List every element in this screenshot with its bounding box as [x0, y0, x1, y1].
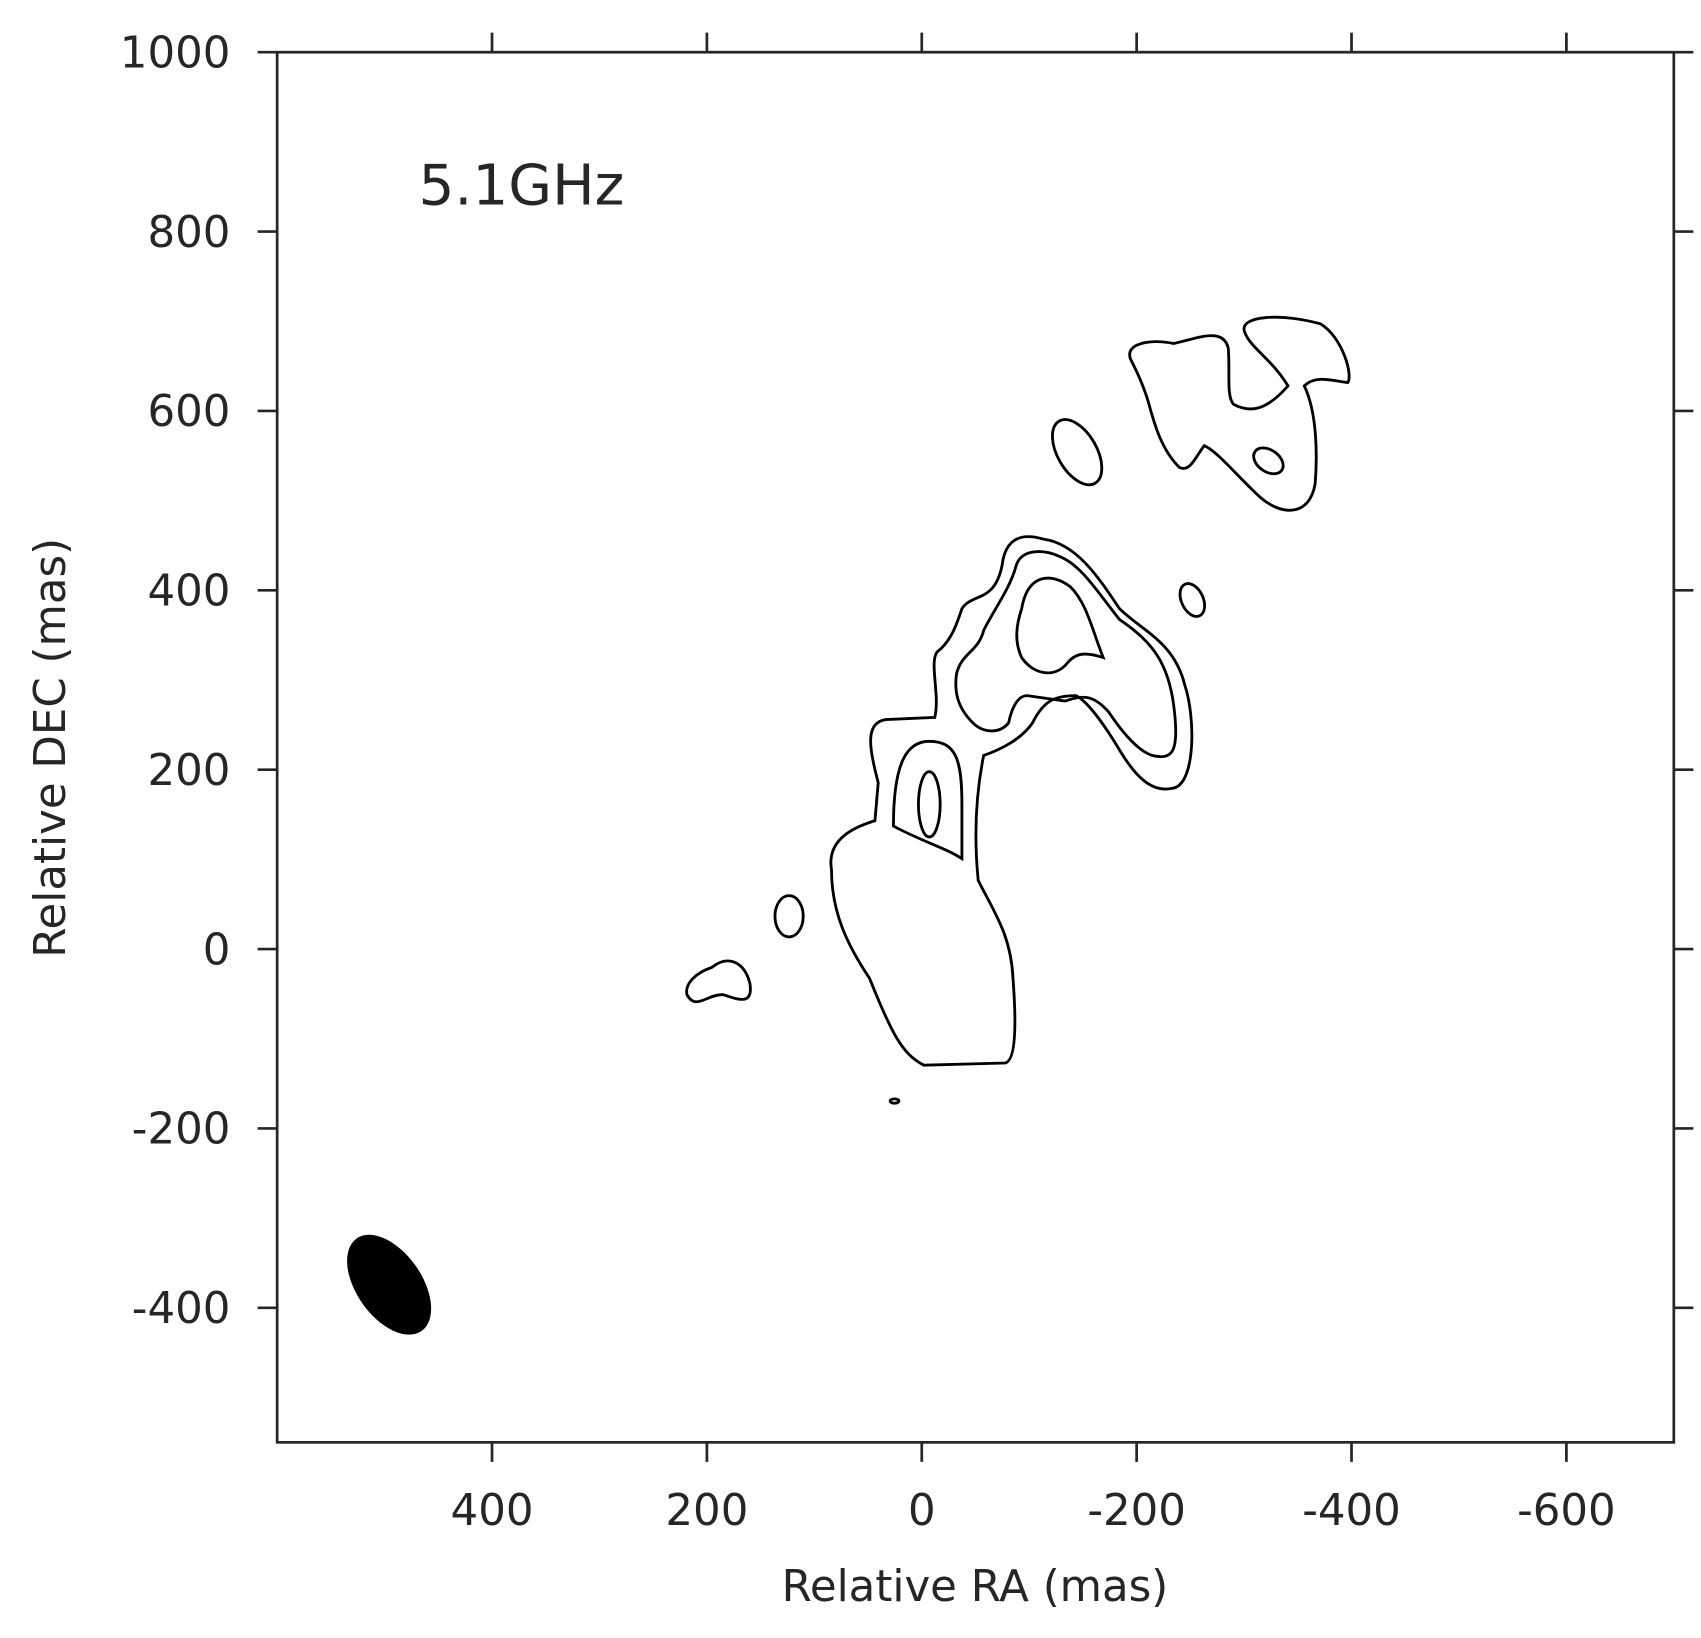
y-tick-label: -200 [132, 1105, 231, 1155]
y-axis-label: Relative DEC (mas) [26, 538, 76, 958]
annotation: 5.1GHz [418, 153, 624, 218]
beam [347, 1234, 432, 1335]
contour-map [685, 315, 1351, 1105]
y-tick-label: 600 [147, 387, 230, 437]
x-tick-label: -600 [1517, 1486, 1616, 1536]
x-tick-label: 400 [451, 1486, 534, 1536]
y-tick-label: 200 [147, 746, 230, 796]
x-axis-label: Relative RA (mas) [782, 1562, 1169, 1612]
x-tick-label: -400 [1302, 1486, 1401, 1536]
x-tick-label: 200 [665, 1486, 748, 1536]
contour [892, 739, 964, 862]
contour [1015, 576, 1106, 675]
y-tick-label: 800 [147, 208, 230, 258]
contour [1178, 582, 1207, 618]
y-tick-label: 1000 [120, 28, 231, 78]
y-tick-label: -400 [132, 1284, 231, 1334]
y-tick-label: 400 [147, 567, 230, 617]
contour [1051, 418, 1104, 487]
x-tick-label: -200 [1087, 1486, 1186, 1536]
plot-frame [275, 50, 1676, 1444]
contour [1128, 315, 1351, 512]
x-tick-label: 0 [908, 1486, 936, 1536]
contour [1252, 446, 1285, 476]
y-tick-label: 0 [203, 925, 231, 975]
contour [954, 550, 1178, 759]
contour [773, 894, 805, 939]
contour [888, 1097, 901, 1105]
contour [829, 535, 1194, 1067]
contour [917, 770, 942, 839]
contour [685, 959, 752, 1004]
